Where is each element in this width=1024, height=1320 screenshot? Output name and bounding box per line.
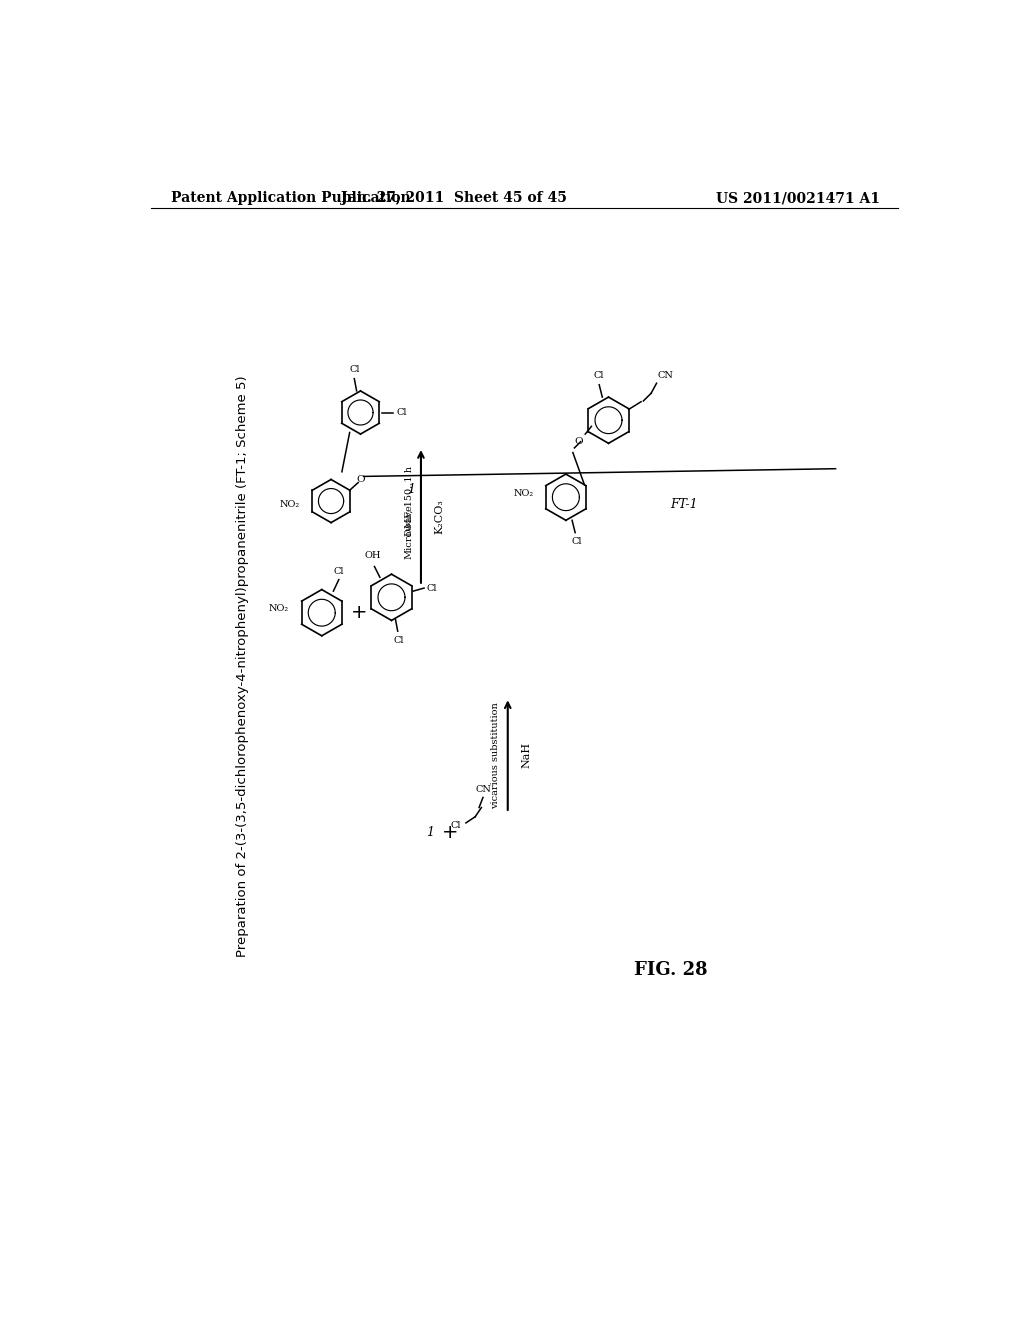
Text: O: O — [356, 475, 365, 484]
Text: Patent Application Publication: Patent Application Publication — [171, 191, 411, 206]
Text: Cl: Cl — [571, 537, 582, 546]
Text: vicarious substitution: vicarious substitution — [490, 702, 500, 809]
Text: NO₂: NO₂ — [280, 500, 300, 510]
Text: 1: 1 — [407, 483, 415, 496]
Text: NO₂: NO₂ — [513, 488, 534, 498]
Text: OH: OH — [365, 552, 381, 561]
Text: CN: CN — [657, 371, 673, 380]
Text: FT-1: FT-1 — [671, 499, 698, 511]
Text: Preparation of 2-(3-(3,5-dichlorophenoxy-4-nitrophenyl)propanenitrile (FT-1; Sch: Preparation of 2-(3-(3,5-dichlorophenoxy… — [237, 376, 249, 957]
Text: NO₂: NO₂ — [269, 605, 289, 614]
Text: Cl: Cl — [394, 636, 404, 644]
Text: +: + — [350, 603, 368, 622]
Text: DMF, 150, 1 h: DMF, 150, 1 h — [404, 466, 414, 536]
Text: Cl: Cl — [349, 366, 359, 374]
Text: Cl: Cl — [334, 566, 344, 576]
Text: O: O — [574, 437, 584, 446]
Text: NaH: NaH — [521, 742, 531, 768]
Text: Cl: Cl — [594, 371, 604, 380]
Text: CN: CN — [475, 784, 490, 793]
Text: +: + — [441, 822, 458, 842]
Text: US 2011/0021471 A1: US 2011/0021471 A1 — [716, 191, 880, 206]
Text: 1: 1 — [426, 825, 434, 838]
Text: Jan. 27, 2011  Sheet 45 of 45: Jan. 27, 2011 Sheet 45 of 45 — [341, 191, 566, 206]
Text: Cl: Cl — [451, 821, 461, 830]
Text: Cl: Cl — [426, 583, 437, 593]
Text: K₂CO₃: K₂CO₃ — [435, 499, 444, 533]
Text: Cl: Cl — [396, 408, 407, 417]
Text: Microwave: Microwave — [404, 504, 414, 560]
Text: FIG. 28: FIG. 28 — [634, 961, 708, 978]
